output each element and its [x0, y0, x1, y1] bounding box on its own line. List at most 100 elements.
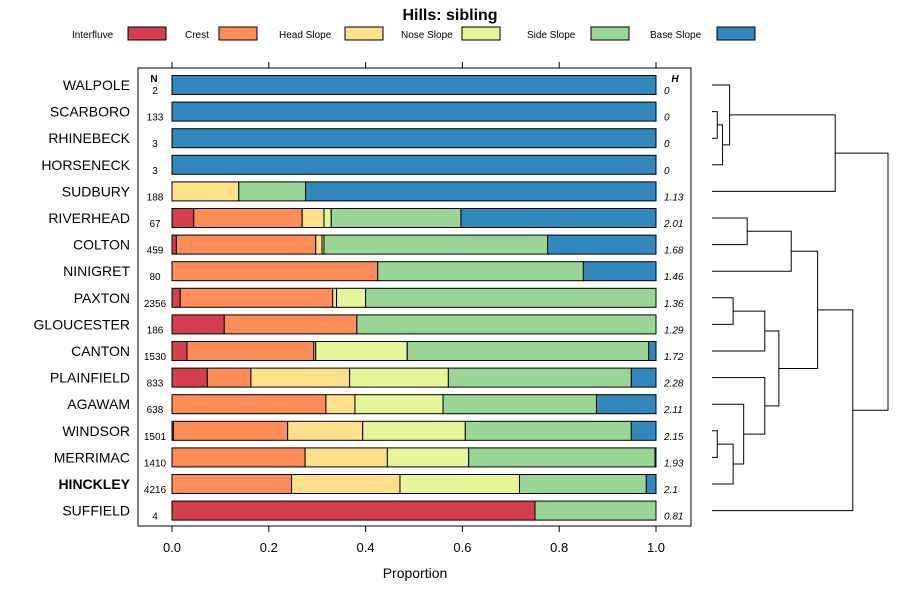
row-n-value: 1501 [144, 432, 167, 443]
bar-segment-base-slope [595, 394, 657, 415]
row-label: MERRIMAC [54, 449, 130, 465]
row-h-value: 0 [664, 86, 670, 97]
bar-row: HORSENECK 3 0 [41, 154, 670, 177]
x-tick-label: 0.6 [453, 540, 471, 555]
bar-row: AGAWAM 638 2.11 [67, 394, 683, 416]
bar-segment-crest [172, 420, 289, 441]
row-label: WINDSOR [62, 423, 130, 439]
row-h-value: 2.1 [663, 485, 678, 496]
bar-segment-nose-slope [386, 447, 470, 468]
bar-segment-crest [186, 341, 315, 361]
bar-segment-interfluve [171, 208, 195, 228]
row-n-value: 2 [152, 86, 158, 97]
bar-row: CANTON 1530 1.72 [71, 341, 684, 363]
row-label: HINCKLEY [58, 476, 130, 492]
bar-segment-base-slope [645, 474, 657, 494]
row-n-value: 833 [147, 379, 164, 390]
bar-segment-side-slope [406, 341, 650, 361]
row-label: NINIGRET [63, 263, 130, 279]
bar-segment-side-slope [447, 367, 632, 388]
x-tick-label: 0.4 [357, 540, 375, 555]
bar-segment-crest [171, 474, 293, 494]
row-n-value: 459 [147, 246, 164, 257]
x-tick-label: 0.8 [550, 540, 568, 555]
row-label: SUFFIELD [62, 503, 130, 519]
bar-segment-base-slope [171, 101, 657, 122]
legend-swatch [218, 26, 258, 41]
bar-row: PAXTON 2356 1.36 [74, 287, 684, 310]
bar-segment-base-slope [654, 447, 657, 468]
row-label: SCARBORO [50, 104, 130, 120]
bar-segment-base-slope [171, 154, 657, 175]
x-tick-label: 0.2 [260, 540, 278, 555]
row-n-value: 67 [149, 219, 161, 230]
bar-segment-base-slope [547, 234, 657, 255]
bar-segment-nose-slope [362, 420, 466, 441]
legend-swatch [127, 26, 167, 41]
x-axis: 0.0 0.2 0.4 0.6 0.8 1.0 [163, 526, 665, 555]
bar-segment-side-slope [519, 474, 647, 494]
row-n-value: 3 [152, 139, 158, 150]
x-axis-title: Proportion [383, 565, 448, 581]
dendrogram-link [712, 443, 734, 485]
bar-segment-nose-slope [349, 367, 449, 388]
bar-row: RIVERHEAD 67 2.01 [48, 208, 683, 230]
row-h-value: 2.01 [663, 219, 683, 230]
dendrogram-link [712, 377, 766, 435]
bar-segment-interfluve [171, 287, 181, 308]
legend-label: Crest [185, 30, 209, 41]
bar-segment-head-slope [304, 447, 388, 468]
bar-segment-head-slope [325, 394, 356, 415]
dendrogram-link [712, 217, 748, 246]
dendrogram-link [712, 310, 766, 352]
bar-segment-nose-slope [336, 287, 367, 308]
bar-segment-base-slope [648, 341, 657, 361]
bar-segment-head-slope [287, 420, 364, 441]
row-n-value: 133 [147, 113, 164, 124]
row-label: PAXTON [74, 290, 130, 306]
legend-swatch [461, 26, 501, 41]
row-n-value: 3 [152, 166, 158, 177]
bar-segment-side-slope [330, 208, 462, 228]
bar-row: SUDBURY 188 1.13 [62, 181, 684, 203]
bar-segment-head-slope [301, 208, 325, 228]
bar-segment-crest [193, 208, 303, 228]
row-h-value: 1.93 [664, 458, 684, 469]
n-column-header: N [150, 74, 157, 85]
bar-segment-interfluve [171, 500, 536, 521]
dendrogram-link [835, 152, 889, 411]
bar-segment-interfluve [171, 314, 225, 335]
legend: Interfluve Crest Head Slope Nose Slope Side … [72, 26, 756, 41]
bar-segment-base-slope [171, 75, 657, 95]
bar-segment-base-slope [305, 181, 657, 202]
dendrogram-link [712, 111, 718, 139]
bar-segment-head-slope [291, 474, 401, 494]
bar-segment-crest [171, 261, 379, 282]
row-h-value: 1.68 [664, 246, 684, 257]
bar-segment-side-slope [323, 234, 549, 255]
row-h-value: 1.13 [664, 192, 684, 203]
bar-segment-crest [206, 367, 252, 388]
row-n-value: 4216 [144, 485, 167, 496]
x-tick-label: 0.0 [163, 540, 181, 555]
row-n-value: 80 [149, 272, 161, 283]
legend-swatch [344, 26, 384, 41]
bar-segment-side-slope [365, 287, 657, 308]
legend-label: Nose Slope [401, 30, 453, 41]
row-h-value: 2.11 [663, 405, 683, 416]
row-label: RHINEBECK [48, 130, 130, 146]
bar-row: NINIGRET 80 1.46 [63, 261, 684, 283]
bar-row: PLAINFIELD 833 2.28 [50, 367, 684, 390]
bar-segment-base-slope [630, 420, 657, 441]
row-label: HORSENECK [41, 157, 130, 173]
dendrogram-link [712, 84, 731, 146]
bar-segment-crest [171, 447, 306, 468]
dendrogram-link [778, 250, 819, 369]
row-n-value: 186 [147, 325, 164, 336]
bar-segment-base-slope [171, 128, 657, 149]
row-h-value: 2.28 [663, 379, 684, 390]
bar-segment-interfluve [171, 367, 208, 388]
top-axis-ticks [171, 62, 657, 68]
